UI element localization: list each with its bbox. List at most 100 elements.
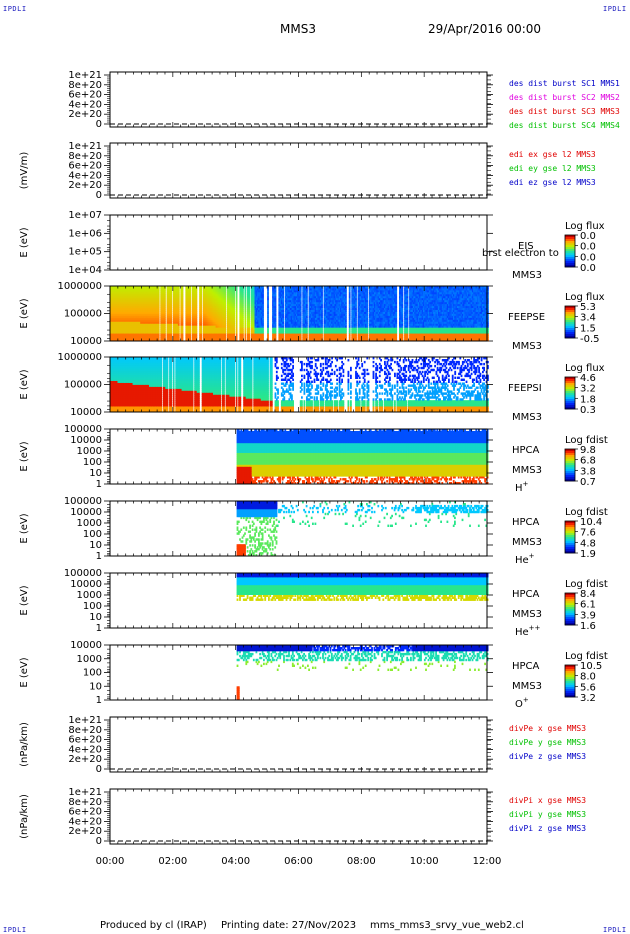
spectrogram-cell [177,339,180,342]
spectrogram-cell [136,317,139,320]
spectrogram-cell [151,333,154,336]
spectrogram-cell [121,311,124,314]
spectrogram-cell [172,331,175,334]
spectrogram-cell [160,323,163,326]
spectrogram-cell [156,321,159,324]
spectrogram-cell [137,317,140,320]
spectrogram-cell [167,301,170,305]
spectrogram-cell [155,303,157,307]
spectrogram-cell [115,288,117,291]
spectrogram-cell [161,303,164,307]
spectrogram-cell [123,286,126,289]
spectrogram-cell [120,309,122,312]
spectrogram-cell [187,325,190,328]
spectrogram-cell [141,313,144,316]
spectrogram-cell [155,331,157,334]
spectrogram-cell [154,339,156,342]
spectrogram-cell [120,315,122,318]
spectrogram-cell [189,305,191,308]
spectrogram-cell [152,329,155,332]
spectrogram-cell [186,333,189,336]
spectrogram-cell [186,337,189,340]
spectrogram-cell [160,335,163,338]
spectrogram-cell [142,329,145,332]
spectrogram-cell [176,295,179,299]
spectrogram-cell [187,289,190,293]
spectrogram-cell [181,299,184,303]
spectrogram-cell [161,339,164,342]
spectrogram-cell [160,299,163,303]
spectrogram-cell [126,333,129,336]
spectrogram-cell [181,335,184,338]
spectrogram-cell [189,311,191,314]
spectrogram-cell [146,321,149,324]
spectrogram-cell [116,291,119,295]
spectrogram-cell [164,335,166,338]
spectrogram-cell [121,333,124,336]
spectrogram-cell [118,333,121,336]
spectrogram-cell [136,313,139,316]
spectrogram-cell [123,319,126,322]
spectrogram-cell [138,323,141,326]
spectrogram-cell [152,325,155,328]
legend-entry: edi ex gse l2 MMS3 [509,150,596,159]
spectrogram-cell [130,303,132,307]
spectrogram-cell [150,337,152,340]
spectrogram-cell [170,319,173,322]
spectrogram-cell [117,311,120,314]
spectrogram-cell [172,311,175,314]
spectrogram-cell [164,321,166,324]
spectrogram-cell [151,339,154,342]
spectrogram-cell [125,333,127,336]
spectrogram-cell [131,307,134,310]
spectrogram-cell [186,305,189,308]
spectrogram-cell [133,301,136,305]
spectrogram-cell [161,291,164,295]
spectrogram-cell [164,311,166,314]
spectrogram-cell [111,313,114,316]
spectrogram-cell [116,303,119,307]
spectrogram-cell [142,293,145,297]
spectrogram-cell [150,286,152,289]
spectrogram-cell [113,305,116,308]
spectrogram-cell [131,295,134,299]
spectrogram-cell [155,329,157,332]
spectrogram-cell [185,329,188,332]
spectrogram-cell [176,293,179,297]
spectrogram-cell [141,329,144,332]
spectrogram-cell [122,293,125,297]
spectrogram-cell [152,335,155,338]
spectrogram-cell [132,309,135,312]
spectrogram-cell [117,289,120,293]
spectrogram-cell [149,323,151,326]
spectrogram-cell [181,333,184,336]
spectrogram-cell [138,339,141,342]
spectrogram-cell [130,288,132,291]
spectrogram-cell [172,315,175,318]
spectrogram-cell [145,305,147,308]
spectrogram-cell [160,305,163,308]
spectrogram-cell [115,309,117,312]
spectrogram-cell [181,329,184,332]
spectrogram-cell [113,297,116,301]
spectrogram-cell [151,313,154,316]
spectrogram-cell [116,325,119,328]
spectrogram-cell [157,313,160,316]
spectrogram-cell [181,303,184,307]
spectrogram-cell [166,295,169,299]
spectrogram-cell [120,291,122,295]
spectrogram-cell [156,335,159,338]
spectrogram-cell [130,317,132,320]
spectrogram-cell [127,305,130,308]
spectrogram-cell [127,335,130,338]
spectrogram-cell [132,337,135,340]
spectrogram-cell [146,311,149,314]
spectrogram-cell [117,303,120,307]
spectrogram-cell [187,315,190,318]
spectrogram-cell [132,333,135,336]
spectrogram-cell [110,317,112,320]
spectrogram-cell [189,339,191,342]
spectrogram-cell [169,333,171,336]
spectrogram-cell [118,329,121,332]
spectrogram-cell [143,311,146,314]
